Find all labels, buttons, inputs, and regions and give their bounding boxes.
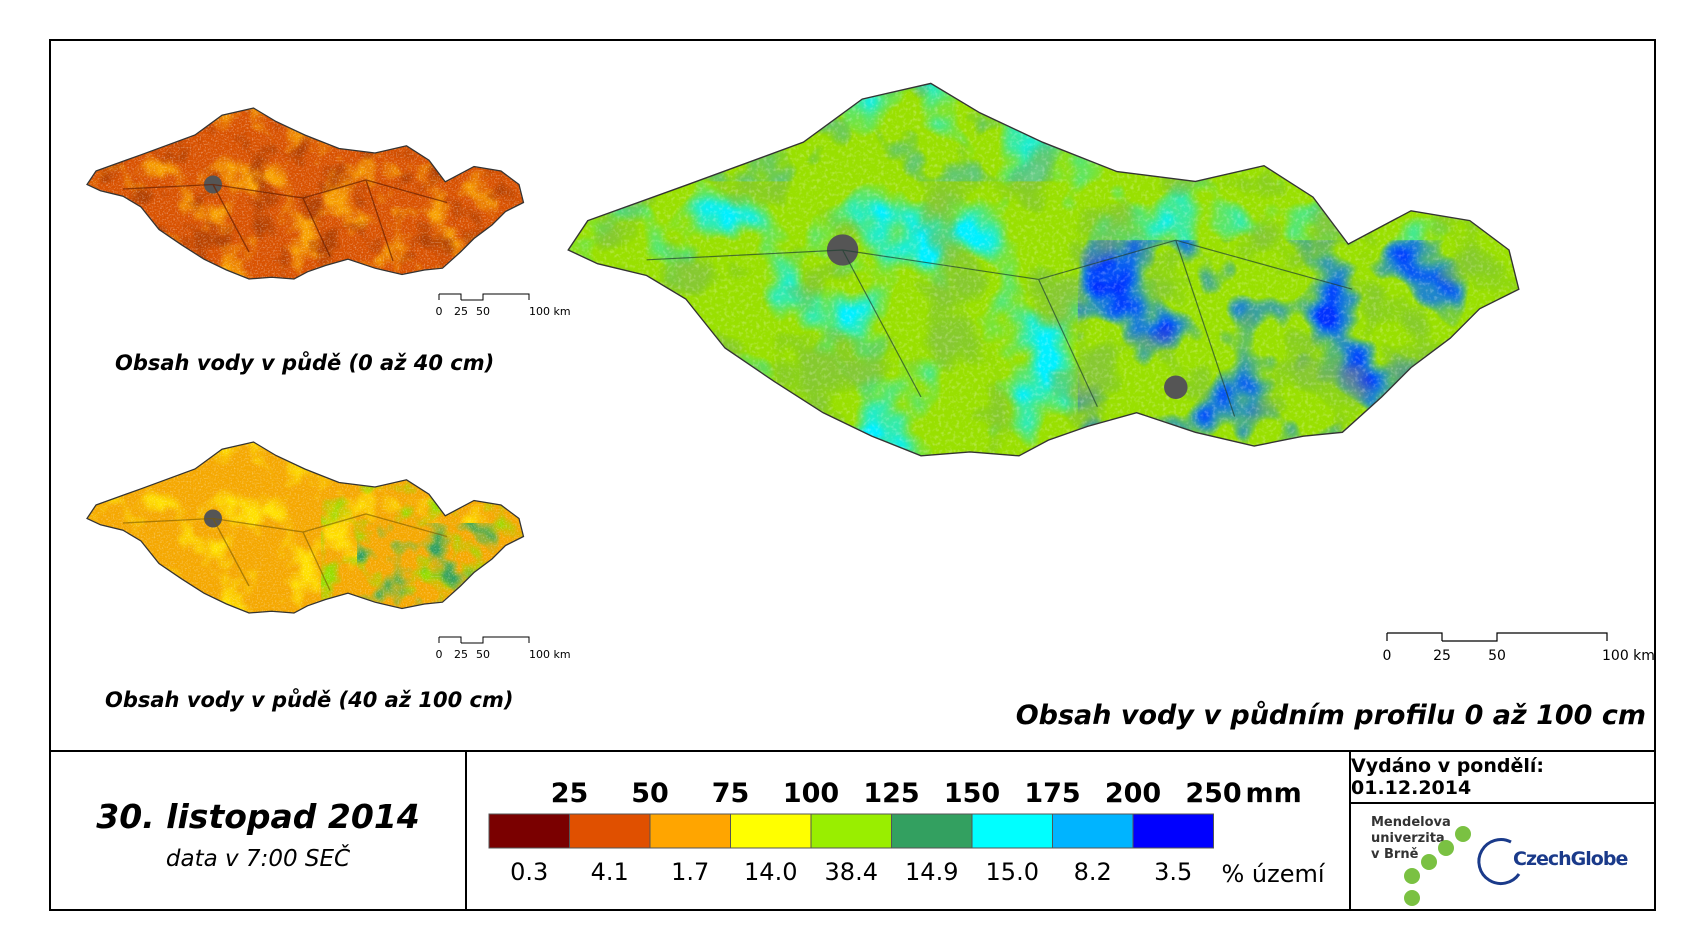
map-title-topsoil: Obsah vody v půdě (0 až 40 cm) (115, 351, 495, 375)
issue-date: Vydáno v pondělí: 01.12.2014 (1351, 752, 1654, 804)
mendelu-dot-icon (1455, 826, 1471, 842)
map-title-profile: Obsah vody v půdním profilu 0 až 100 cm (1015, 700, 1646, 731)
legend: 25 0.3 50 4.1 75 1.7 100 14.0 125 38.4 150 14.9 175 1… (488, 778, 1326, 888)
legend-percent-unit: % území (1222, 860, 1326, 888)
czechglobe-logo: CzechGlobe (1477, 838, 1628, 885)
scale-bar-topsoil: 0 25 50 100 km (436, 293, 571, 318)
legend-class-percent: 8.2 (1074, 858, 1112, 886)
legend-class-bound: 175 (1024, 778, 1080, 809)
scale-tick-0: 0 (436, 648, 443, 661)
scale-tick-0: 0 (436, 305, 443, 318)
legend-class-percent: 38.4 (825, 858, 878, 886)
legend-class-percent: 3.5 (1154, 858, 1192, 886)
legend-swatch (1052, 813, 1134, 849)
map-title-subsoil: Obsah vody v půdě (40 až 100 cm) (105, 688, 514, 712)
scale-tick-50: 50 (476, 648, 490, 661)
legend-class-bound: 200 (1105, 778, 1161, 809)
czechglobe-label: CzechGlobe (1513, 848, 1627, 870)
scale-tick-100: 100 km (1602, 648, 1654, 664)
map-profile (567, 82, 1520, 457)
mendelu-logo: Mendelova univerzita v Brně (1371, 815, 1471, 906)
mendelu-dot-icon (1421, 854, 1437, 870)
legend-class-percent: 0.3 (510, 858, 548, 886)
legend-class-bound: 100 (783, 778, 839, 809)
scale-bar-profile: 0 25 50 100 km (1383, 632, 1655, 664)
legend-class-percent: 14.9 (905, 858, 958, 886)
scale-tick-50: 50 (1488, 648, 1506, 664)
info-bar: 30. listopad 2014 data v 7:00 SEČ 25 0.3 5… (51, 750, 1654, 911)
scale-tick-50: 50 (476, 305, 490, 318)
mendelu-line-3: v Brně (1371, 847, 1419, 862)
legend-swatch (488, 813, 570, 849)
legend-class-bound: 50 (631, 778, 669, 809)
map-sheet: 0 25 50 100 km 0 25 50 100 km 0 25 50 10… (49, 39, 1656, 911)
legend-class-percent: 4.1 (591, 858, 629, 886)
legend-class-percent: 15.0 (986, 858, 1039, 886)
legend-swatch (971, 813, 1053, 849)
legend-class-bound: 125 (863, 778, 919, 809)
logos: Mendelova univerzita v Brně CzechGlobe (1371, 815, 1628, 906)
map-panel: 0 25 50 100 km 0 25 50 100 km 0 25 50 10… (51, 41, 1655, 749)
scale-tick-100: 100 km (529, 305, 571, 318)
legend-class-bound: 150 (944, 778, 1000, 809)
globe-arc-icon (1477, 838, 1521, 885)
scale-tick-100: 100 km (529, 648, 571, 661)
legend-swatch (730, 813, 812, 849)
scale-tick-25: 25 (1433, 648, 1451, 664)
maps-canvas: 0 25 50 100 km 0 25 50 100 km 0 25 50 10… (86, 82, 1655, 664)
date-panel: 30. listopad 2014 data v 7:00 SEČ (51, 752, 467, 911)
legend-swatch (569, 813, 651, 849)
legend-panel: 25 0.3 50 4.1 75 1.7 100 14.0 125 38.4 150 14.9 175 1… (467, 752, 1351, 911)
date-subtitle: data v 7:00 SEČ (165, 846, 351, 872)
mendelu-dot-icon (1404, 890, 1420, 906)
legend-class-bound: 250 (1185, 778, 1241, 809)
legend-class-bound: 75 (712, 778, 750, 809)
mendelu-dot-icon (1404, 868, 1420, 884)
date-title: 30. listopad 2014 (96, 797, 420, 836)
scale-bar-subsoil: 0 25 50 100 km (436, 636, 571, 661)
map-topsoil (86, 107, 525, 280)
scale-tick-25: 25 (454, 648, 468, 661)
scale-tick-0: 0 (1383, 648, 1392, 664)
legend-class-bound: 25 (551, 778, 589, 809)
scale-tick-25: 25 (454, 305, 468, 318)
legend-swatch (810, 813, 892, 849)
mendelu-dot-icon (1438, 840, 1454, 856)
legend-class-percent: 14.0 (744, 858, 797, 886)
legend-swatch (1132, 813, 1214, 849)
mendelu-line-1: Mendelova (1371, 815, 1451, 830)
legend-class-percent: 1.7 (671, 858, 709, 886)
legend-swatch (891, 813, 973, 849)
mendelu-line-2: univerzita (1371, 831, 1445, 846)
issue-panel: Vydáno v pondělí: 01.12.2014 Mendelova u… (1351, 752, 1654, 911)
legend-unit: mm (1246, 778, 1302, 809)
map-subsoil (86, 441, 525, 614)
legend-swatch (649, 813, 731, 849)
